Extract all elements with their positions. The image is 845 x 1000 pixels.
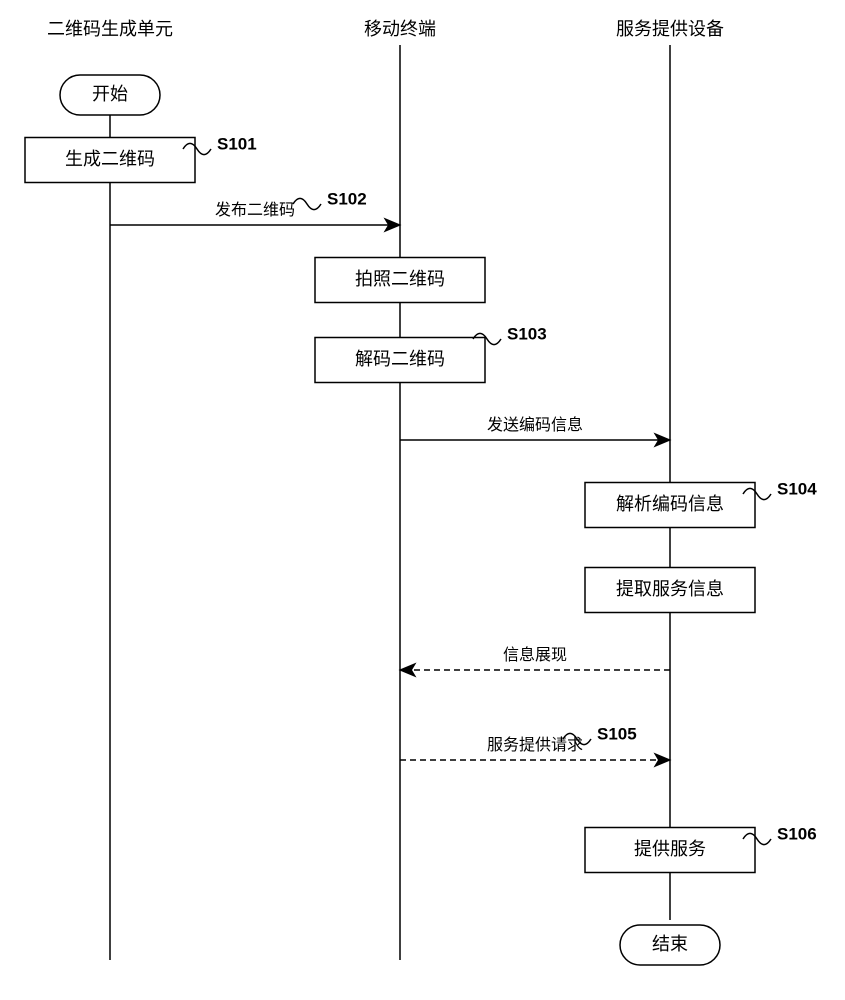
box-gen_qr-label: 生成二维码: [65, 149, 155, 169]
step-label-s103: S103: [507, 324, 547, 343]
terminator-end-label: 结束: [652, 934, 688, 954]
arrow-a4-label: 服务提供请求: [487, 736, 583, 754]
box-provide-label: 提供服务: [634, 839, 706, 859]
box-photo_qr-label: 拍照二维码: [355, 269, 445, 289]
box-decode_qr-label: 解码二维码: [355, 349, 445, 369]
lane-header-mobile: 移动终端: [364, 19, 436, 39]
box-extract-label: 提取服务信息: [616, 579, 724, 599]
step-label-s101: S101: [217, 134, 257, 153]
arrow-a3-label: 信息展现: [503, 646, 567, 664]
terminator-start-label: 开始: [92, 84, 128, 104]
sequence-diagram: 二维码生成单元 移动终端 服务提供设备开始结束 生成二维码拍照二维码解码二维码解析编码…: [0, 0, 845, 1000]
lane-header-server: 服务提供设备: [616, 19, 724, 39]
arrow-a2-label: 发送编码信息: [487, 416, 583, 434]
step-label-s104: S104: [777, 479, 817, 498]
step-label-s106: S106: [777, 824, 817, 843]
arrow-a1-label: 发布二维码: [215, 201, 295, 219]
box-parse_info-label: 解析编码信息: [616, 494, 724, 514]
lane-header-qrgen: 二维码生成单元: [47, 19, 173, 39]
step-curve-s102: [293, 198, 321, 209]
step-label-s105: S105: [597, 724, 637, 743]
step-label-s102: S102: [327, 189, 367, 208]
